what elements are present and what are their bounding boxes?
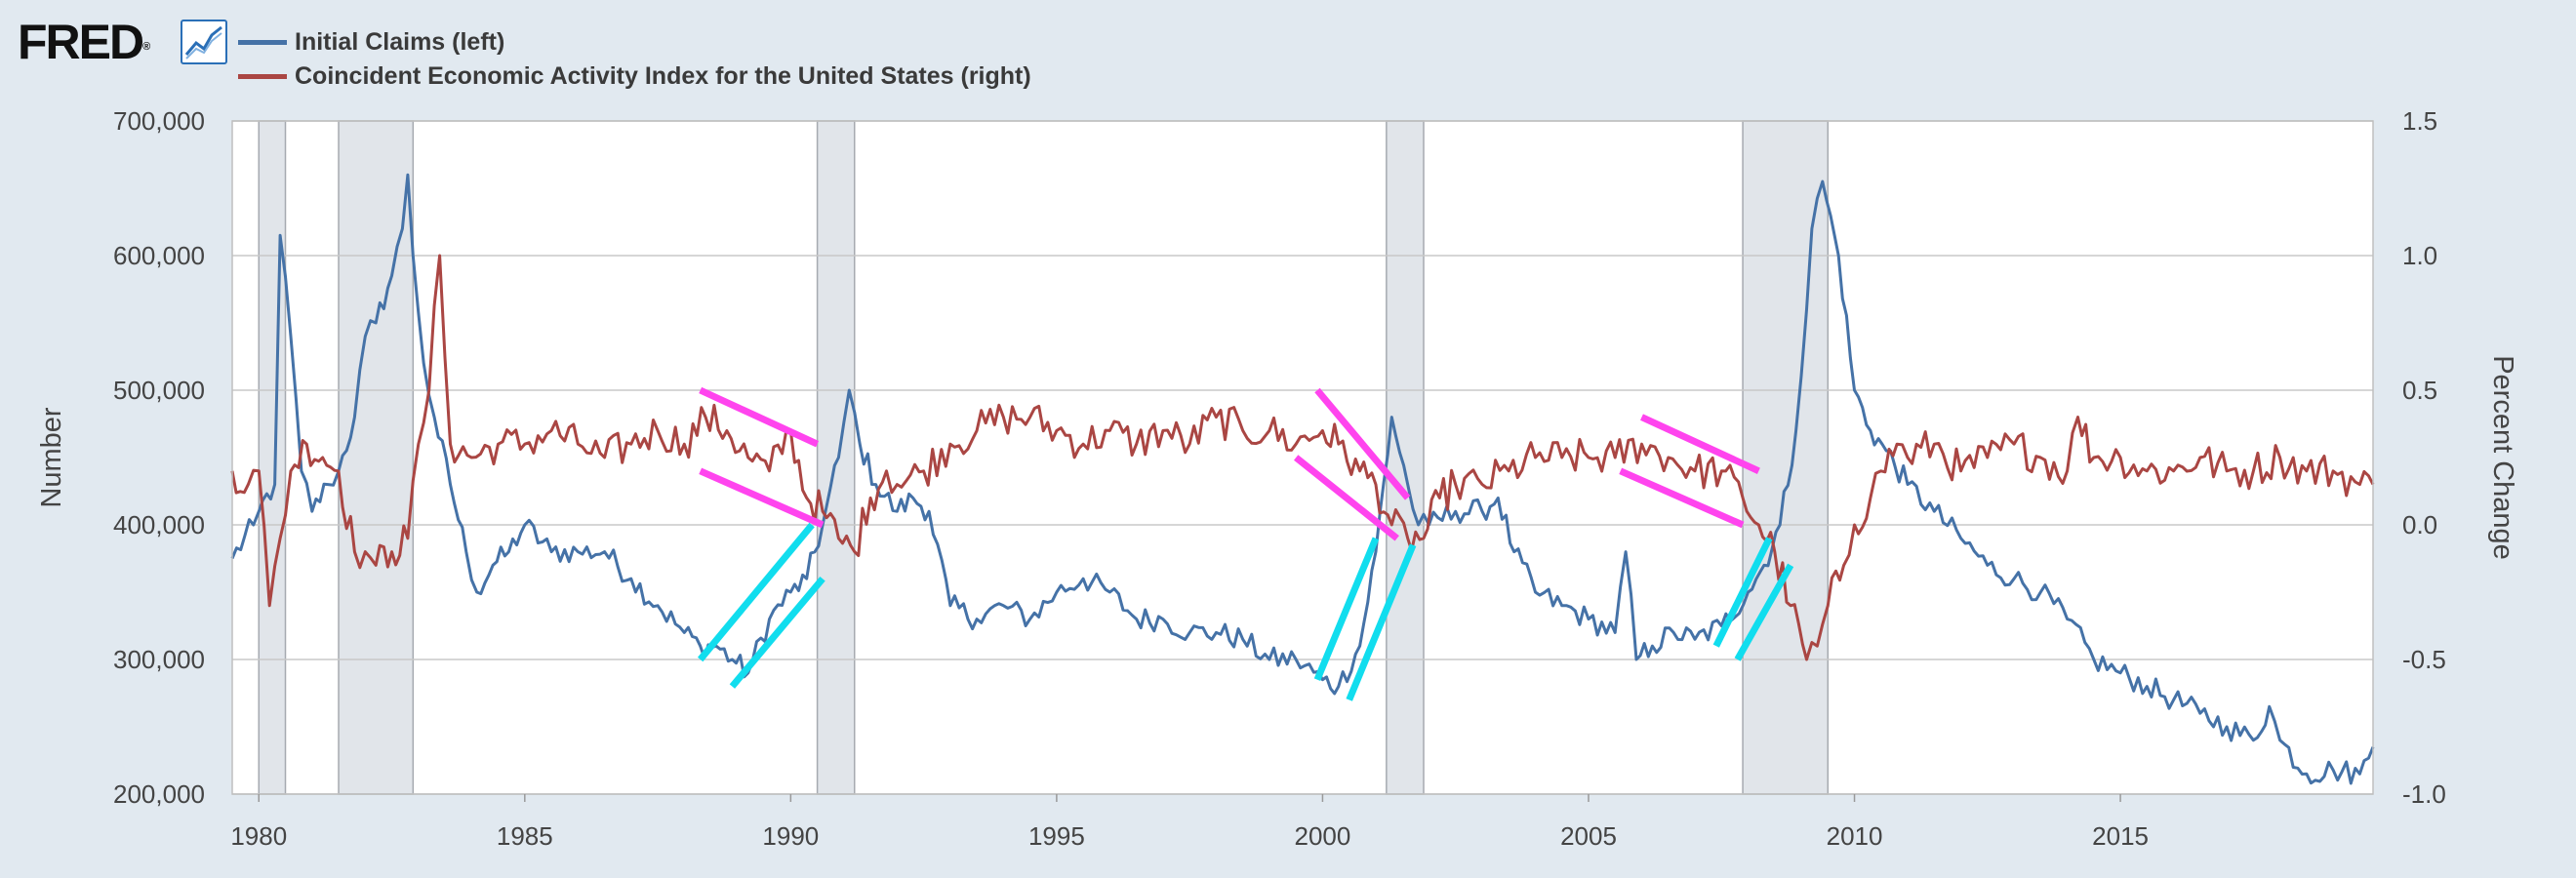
y-axis-right-label: Percent Change (2487, 355, 2518, 560)
x-tick-label: 2015 (2092, 821, 2149, 851)
y-axis-right-ticks: -1.0 -0.5 0.0 0.5 1.0 1.5 (2402, 106, 2446, 809)
recession-band-4 (1742, 120, 1830, 795)
y-left-tick-label: 400,000 (113, 510, 205, 539)
x-tick-label: 2000 (1295, 821, 1351, 851)
x-axis-ticks: 1980 1985 1990 1995 2000 2005 2010 2015 (230, 794, 2149, 851)
legend-label-coincident-index: Coincident Economic Activity Index for t… (295, 62, 1031, 90)
plot-border (231, 120, 2374, 795)
drawn-annotations (697, 386, 1794, 701)
annotation-line-11 (1734, 563, 1794, 661)
y-axis-left-label: Number (36, 407, 67, 507)
y-left-tick-label: 700,000 (113, 106, 205, 136)
annotation-line-5 (1294, 455, 1399, 541)
line-chart-icon-graphic (184, 25, 222, 60)
annotation-line-10 (1712, 537, 1773, 648)
annotation-line-0 (699, 386, 820, 448)
annotation-line-6 (1313, 537, 1380, 682)
legend-swatch-coincident-index (238, 74, 287, 79)
annotation-line-7 (1346, 543, 1417, 701)
y-left-tick-label: 500,000 (113, 376, 205, 405)
y-right-tick-label: 0.5 (2402, 376, 2437, 405)
plot-background (232, 121, 2373, 794)
legend: Initial Claims (left) Coincident Economi… (238, 25, 1031, 94)
series-line-coincident-index (230, 254, 2375, 661)
y-right-tick-label: 1.5 (2402, 106, 2437, 136)
x-tick-label: 1980 (230, 821, 287, 851)
y-left-tick-label: 300,000 (113, 645, 205, 674)
y-right-tick-label: 1.0 (2402, 241, 2437, 270)
series-line-initial-claims (230, 173, 2375, 785)
y-right-tick-label: 0.0 (2402, 510, 2437, 539)
x-tick-label: 1985 (497, 821, 553, 851)
fred-logo-text: FRED (18, 15, 144, 69)
y-left-tick-label: 200,000 (113, 779, 205, 809)
legend-swatch-initial-claims (238, 40, 287, 45)
registered-mark: ® (142, 41, 151, 53)
x-tick-label: 2005 (1560, 821, 1617, 851)
line-chart-icon[interactable] (181, 20, 227, 64)
recession-band-3 (1386, 120, 1425, 795)
x-tick-label: 1990 (762, 821, 819, 851)
annotation-line-2 (697, 522, 815, 662)
x-tick-label: 2010 (1827, 821, 1883, 851)
y-right-tick-label: -1.0 (2402, 779, 2446, 809)
annotation-line-8 (1640, 414, 1760, 474)
legend-item-coincident-index[interactable]: Coincident Economic Activity Index for t… (238, 60, 1031, 94)
y-left-tick-label: 600,000 (113, 241, 205, 270)
x-tick-label: 1995 (1028, 821, 1085, 851)
annotation-line-9 (1619, 467, 1745, 529)
legend-label-initial-claims: Initial Claims (left) (295, 28, 505, 56)
legend-item-initial-claims[interactable]: Initial Claims (left) (238, 25, 1031, 60)
recession-band-0 (258, 120, 287, 795)
annotation-line-4 (1314, 387, 1411, 500)
recession-band-2 (816, 120, 856, 795)
y-right-tick-label: -0.5 (2402, 645, 2446, 674)
series-lines (230, 173, 2375, 785)
annotation-line-1 (699, 467, 825, 529)
y-axis-left-ticks: 200,000 300,000 400,000 500,000 600,000 700,0… (113, 106, 205, 809)
annotation-line-3 (729, 576, 825, 689)
fred-logo[interactable]: FRED® (18, 14, 150, 70)
